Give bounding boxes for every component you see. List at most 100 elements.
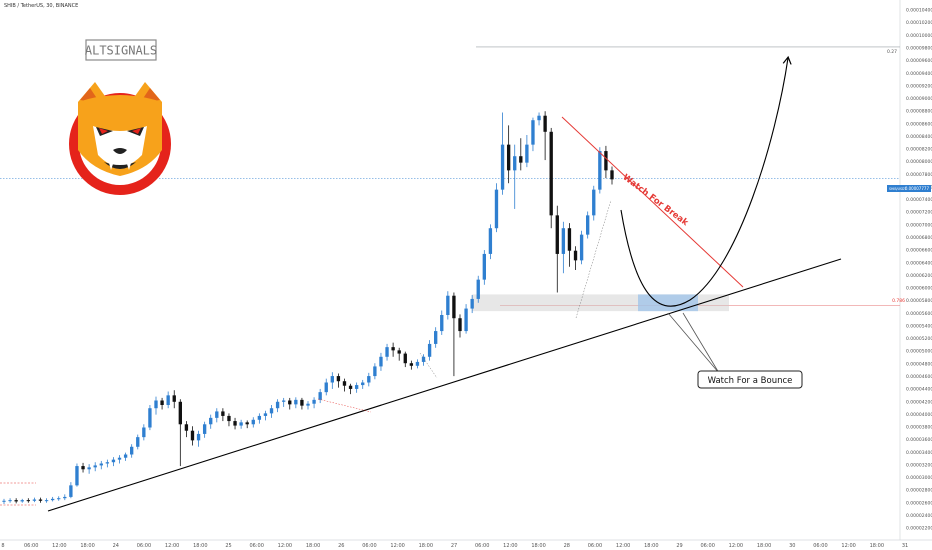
- x-tick-label: 06:00: [475, 543, 489, 549]
- y-tick-label: 0.00007400: [906, 197, 932, 203]
- candle-body: [196, 433, 201, 441]
- candle-body: [488, 228, 493, 254]
- candle-body: [555, 215, 559, 254]
- candle-body: [93, 465, 97, 468]
- candle-body: [330, 376, 334, 383]
- candle-body: [361, 382, 365, 386]
- y-tick-label: 0.00005800: [906, 298, 932, 304]
- candle-body: [446, 295, 450, 315]
- callout-leader-2: [667, 312, 720, 374]
- x-tick-label: 06:00: [249, 543, 263, 549]
- candle-body: [543, 115, 547, 132]
- candle-body: [50, 498, 55, 501]
- x-tick-label: 12:00: [52, 543, 66, 549]
- y-tick-label: 0.00010200: [906, 20, 932, 26]
- fib-level-top-label: 0.27: [887, 49, 897, 55]
- candle-body: [440, 315, 444, 332]
- candle-body: [239, 422, 243, 426]
- price-tag-box: [887, 185, 931, 192]
- y-tick-label: 0.00004800: [906, 361, 932, 367]
- candle-body: [506, 144, 511, 171]
- candle-body: [604, 151, 608, 171]
- shiba-inu-logo-icon: [69, 82, 171, 195]
- candle-body: [227, 415, 231, 422]
- y-tick-label: 0.00006800: [906, 235, 932, 241]
- y-tick-label: 0.00005000: [906, 349, 932, 355]
- x-tick-label: 18:00: [80, 543, 94, 549]
- candle-body: [464, 308, 468, 332]
- candle-body: [306, 403, 310, 406]
- projected-path-curve: [620, 58, 788, 307]
- y-tick-label: 0.00006200: [906, 273, 932, 279]
- candle-body: [367, 376, 371, 383]
- y-tick-label: 0.00004600: [906, 374, 932, 380]
- x-tick-label: 12:00: [841, 543, 855, 549]
- y-tick-label: 0.00010000: [906, 33, 932, 39]
- y-tick-label: 0.00005400: [906, 323, 932, 329]
- candle-body: [87, 467, 91, 470]
- y-tick-label: 0.00010400: [906, 8, 932, 14]
- pattern-line: [317, 398, 372, 413]
- candle-body: [136, 437, 140, 447]
- x-tick-label: 31: [902, 543, 908, 549]
- x-tick-label: 18:00: [306, 543, 320, 549]
- y-tick-label: 0.00008600: [906, 121, 932, 127]
- candle-body: [105, 462, 110, 464]
- y-tick-label: 0.00003400: [906, 450, 932, 456]
- candle-body: [586, 215, 590, 235]
- x-tick-label: 12:00: [503, 543, 517, 549]
- y-tick-label: 0.00005200: [906, 336, 932, 342]
- y-tick-label: 0.00004400: [906, 387, 932, 393]
- price-tag-prefix: SHIB/USDT: [889, 187, 906, 191]
- bounce-label-box: [697, 370, 803, 389]
- candle-body: [324, 382, 328, 393]
- candle-body: [403, 353, 407, 364]
- candle-body: [178, 401, 182, 425]
- x-tick-label: 06:00: [813, 543, 827, 549]
- y-tick-label: 0.00009200: [906, 83, 932, 89]
- x-tick-label: 12:00: [616, 543, 630, 549]
- candle-body: [8, 500, 12, 502]
- candle-body: [251, 419, 255, 425]
- candle-body: [482, 253, 486, 280]
- candle-body: [373, 366, 377, 377]
- x-tick-label: 06:00: [137, 543, 151, 549]
- candle-body: [282, 400, 286, 402]
- x-tick-label: 28: [564, 543, 570, 549]
- candle-body: [391, 347, 395, 351]
- candle-body: [397, 350, 401, 354]
- candle-body: [160, 400, 164, 405]
- candle-body: [233, 421, 237, 426]
- candle-body: [81, 466, 85, 470]
- x-tick-label: 18:00: [870, 543, 884, 549]
- candle-body: [215, 411, 219, 418]
- y-tick-label: 0.00007800: [906, 172, 932, 178]
- candle-body: [610, 170, 614, 180]
- candle-body: [348, 385, 353, 389]
- y-tick-label: 0.00004000: [906, 412, 932, 418]
- candle-body: [318, 392, 322, 400]
- candle-body: [354, 385, 359, 389]
- current-price-tag: SHIB/USDT 0.00007777: [887, 185, 931, 192]
- x-tick-label: 24: [113, 543, 119, 549]
- y-tick-label: 0.00002400: [906, 513, 932, 519]
- bounce-callout: Watch For a Bounce: [667, 312, 803, 389]
- y-tick-label: 0.00008200: [906, 147, 932, 153]
- x-tick-label: 25: [225, 543, 231, 549]
- x-tick-label: 06:00: [588, 543, 602, 549]
- candle-body: [525, 144, 529, 163]
- x-tick-label: 12:00: [390, 543, 404, 549]
- descending-break-line: [561, 116, 744, 288]
- candle-body: [342, 381, 347, 386]
- y-tick-label: 0.00004200: [906, 399, 932, 405]
- symbol-header: SHIB / TetherUS, 30, BINANCE: [4, 3, 78, 9]
- altsignals-watermark: ALTSIGNALS: [85, 39, 157, 61]
- candle-body: [573, 250, 578, 261]
- candle-body: [336, 376, 341, 382]
- candle-body: [209, 417, 213, 425]
- x-tick-label: 06:00: [24, 543, 38, 549]
- pattern-line: [419, 352, 438, 379]
- pattern-line: [575, 199, 612, 319]
- candle-body: [99, 463, 103, 466]
